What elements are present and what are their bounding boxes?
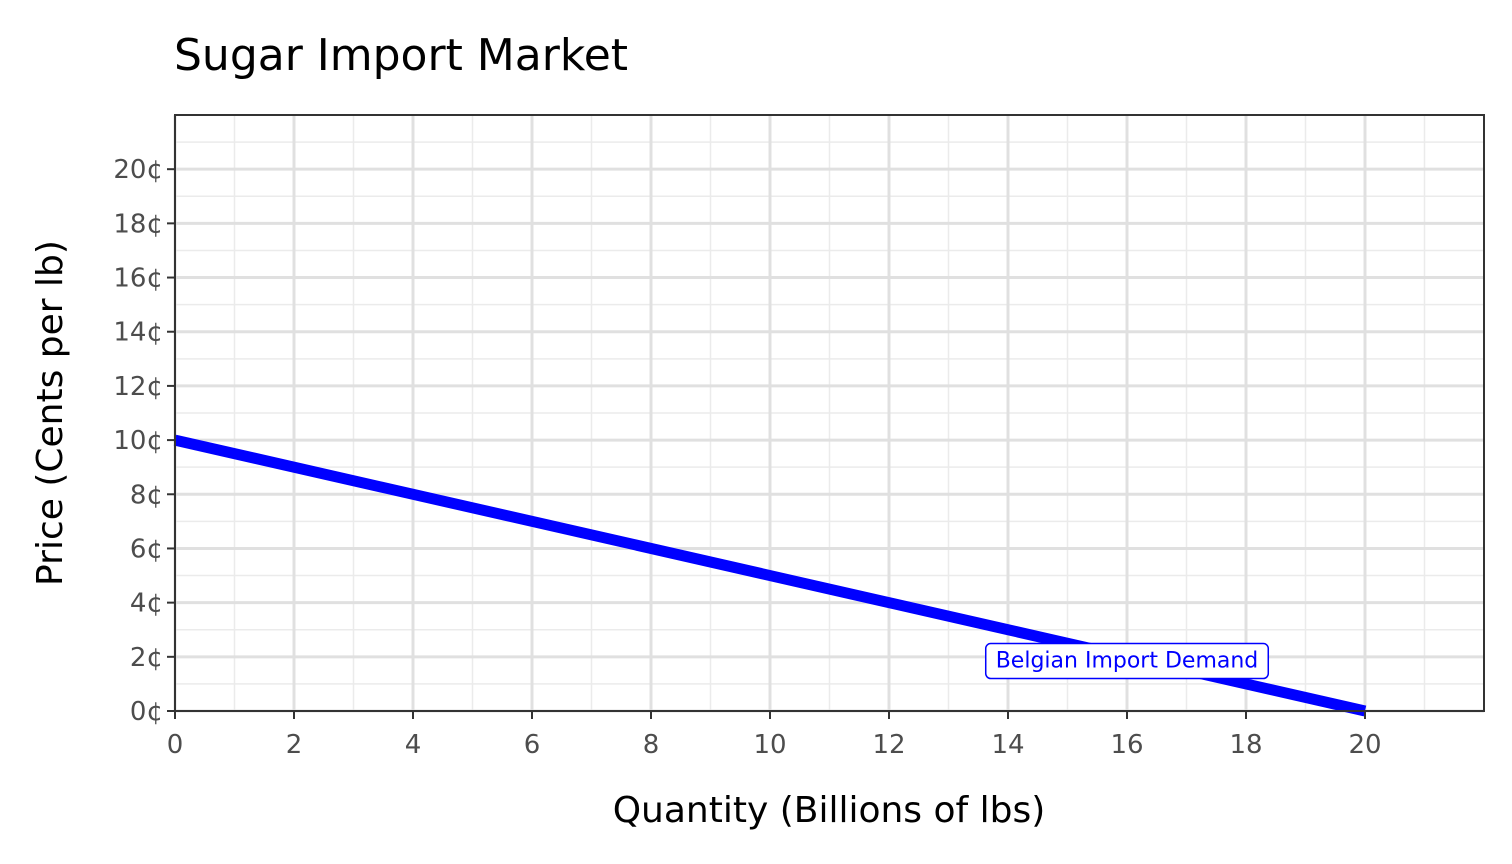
series-label-text: Belgian Import Demand [996, 649, 1259, 674]
panel-border [174, 114, 1485, 712]
y-tick-label: 20¢ [113, 155, 163, 185]
x-tick-label: 20 [1348, 730, 1381, 760]
x-tick-label: 18 [1229, 730, 1262, 760]
annotation-layer: Belgian Import Demand [984, 642, 1270, 680]
x-tick-label: 16 [1110, 730, 1143, 760]
y-tick-label: 18¢ [113, 209, 163, 239]
plot-panel: Belgian Import Demand [173, 114, 1485, 717]
y-axis: 0¢ 2¢ 4¢ 6¢ 8¢ 10¢ 12¢ 14¢ 16¢ 18¢ 20¢ [113, 155, 175, 727]
y-tick-label: 8¢ [130, 480, 163, 510]
series-label-box [984, 642, 1270, 680]
y-tick-label: 12¢ [113, 372, 163, 402]
x-axis-title: Quantity (Billions of lbs) [613, 790, 1046, 831]
y-tick-label: 4¢ [130, 589, 163, 619]
x-tick-label: 2 [286, 730, 303, 760]
series-label: Belgian Import Demand [984, 642, 1270, 680]
y-tick-label: 14¢ [113, 318, 163, 348]
y-tick-label: 16¢ [113, 264, 163, 294]
x-tick-label: 14 [991, 730, 1024, 760]
x-tick-label: 6 [524, 730, 541, 760]
grid-minor [175, 115, 1484, 711]
y-tick-label: 2¢ [130, 643, 163, 673]
x-tick-label: 4 [405, 730, 422, 760]
x-tick-label: 10 [753, 730, 786, 760]
x-tick-label: 12 [872, 730, 905, 760]
y-tick-label: 6¢ [130, 534, 163, 564]
x-tick-label: 0 [167, 730, 184, 760]
y-axis-title: Price (Cents per lb) [30, 240, 71, 586]
x-axis: 0 2 4 6 8 10 12 14 16 18 20 [167, 711, 1382, 760]
y-tick-label: 10¢ [113, 426, 163, 456]
chart-title: Sugar Import Market [174, 30, 628, 81]
y-tick-label: 0¢ [130, 697, 163, 727]
x-tick-label: 8 [643, 730, 660, 760]
